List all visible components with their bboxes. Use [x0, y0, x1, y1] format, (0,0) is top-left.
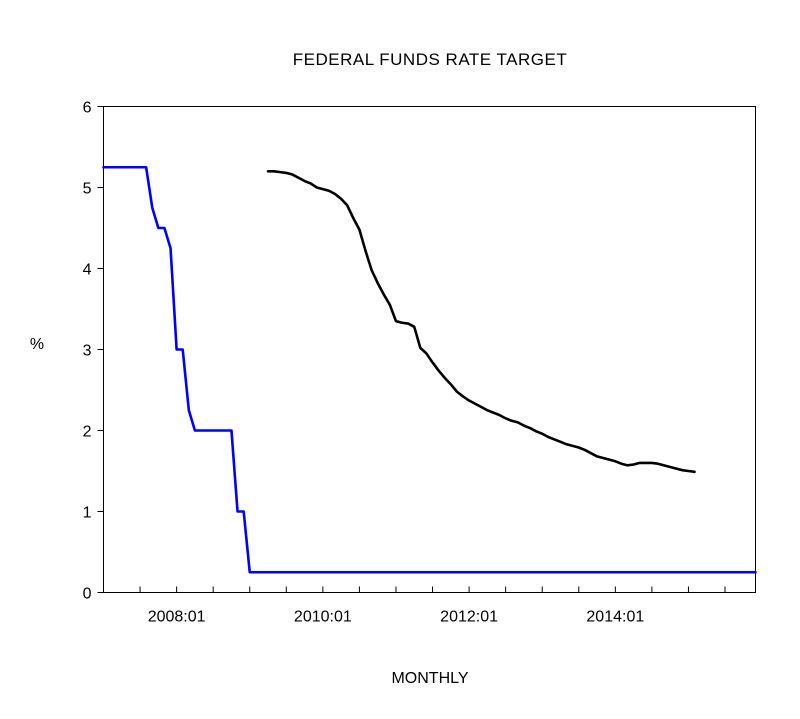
series-line-2 — [266, 170, 696, 474]
y-tick-label: 4 — [83, 262, 92, 279]
series-layer — [102, 165, 757, 574]
x-axis: 2008:01 2010:01 2012:01 2014:01 — [139, 586, 726, 626]
y-tick-label: 2 — [83, 424, 92, 441]
y-axis-label: % — [30, 336, 44, 353]
x-tick-label: 2008:01 — [148, 609, 206, 626]
y-tick-label: 1 — [83, 505, 92, 522]
chart-title: FEDERAL FUNDS RATE TARGET — [293, 50, 567, 69]
plot-frame — [103, 106, 756, 593]
x-axis-label: MONTHLY — [391, 670, 468, 687]
x-tick-label: 2010:01 — [294, 609, 352, 626]
x-tick-label: 2012:01 — [440, 609, 498, 626]
y-tick-label: 0 — [83, 586, 92, 603]
y-tick-label: 5 — [83, 181, 92, 198]
series-line-1 — [102, 165, 757, 574]
x-tick-label: 2014:01 — [586, 609, 644, 626]
y-axis: 0 1 2 3 4 5 6 — [83, 100, 104, 603]
y-tick-label: 3 — [83, 343, 92, 360]
y-tick-label: 6 — [83, 100, 92, 117]
